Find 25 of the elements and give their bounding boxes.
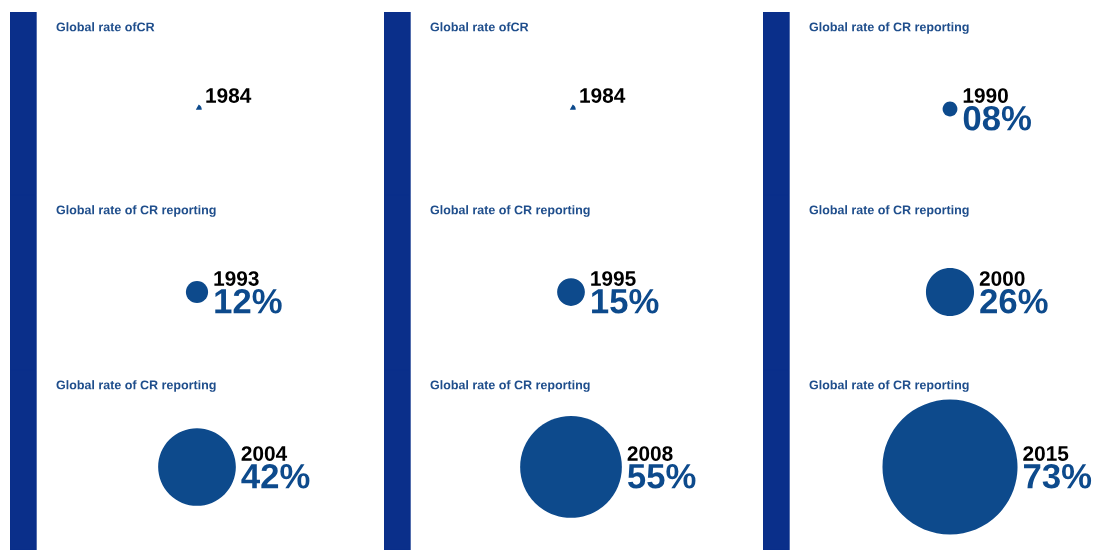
text: Global rate of CR reporting: [430, 205, 590, 217]
category-label: 2000: [979, 271, 1025, 286]
category-label: 1984: [580, 88, 626, 103]
category-label: 1993: [214, 271, 259, 286]
data-label: 12%: [215, 288, 282, 314]
data-label: 26%: [980, 288, 1048, 314]
text: Global rate ofCR: [430, 22, 529, 32]
text: Global rate of CR reporting: [809, 205, 969, 217]
text: Global rate of CR reporting: [56, 205, 216, 217]
text: Global rate of CR reporting: [430, 380, 590, 392]
text: Global rate of CR reporting: [809, 22, 969, 34]
category-label: 1990: [963, 88, 1008, 103]
data-label: 73%: [1024, 463, 1092, 489]
data-label: 08%: [963, 105, 1031, 131]
text: Global rate of CR reporting: [809, 380, 969, 392]
category-label: 2015: [1023, 446, 1069, 461]
category-label: 1995: [591, 271, 636, 286]
text: Global rate ofCR: [56, 22, 155, 32]
data-label: 42%: [241, 463, 310, 489]
category-label: 1984: [206, 88, 252, 103]
category-label: 2004: [241, 446, 288, 461]
data-label: 15%: [592, 289, 659, 314]
text: Global rate of CR reporting: [56, 380, 216, 392]
data-label: 55%: [627, 464, 696, 489]
category-label: 2008: [627, 446, 673, 461]
